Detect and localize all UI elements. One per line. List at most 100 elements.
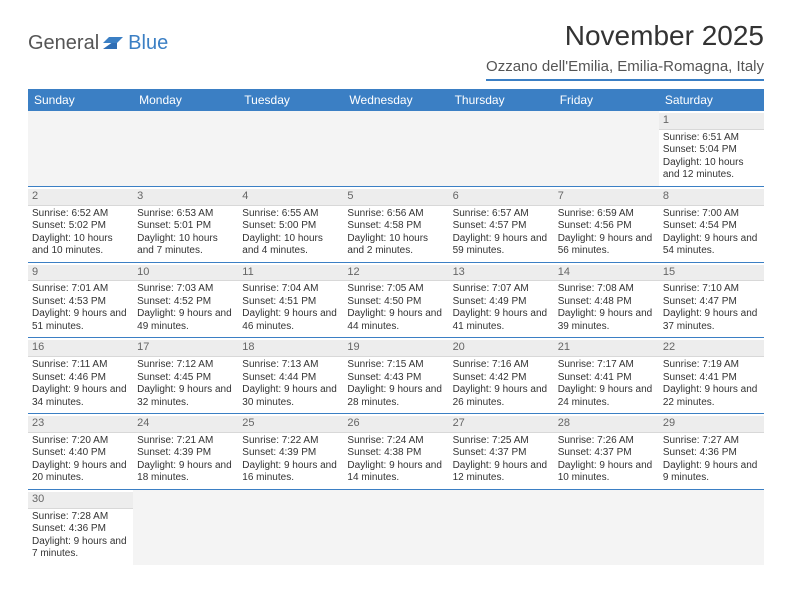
- day-daylight: Daylight: 9 hours and 37 minutes.: [663, 308, 760, 333]
- day-sunrise: Sunrise: 7:13 AM: [242, 359, 339, 372]
- day-sunset: Sunset: 4:39 PM: [242, 447, 339, 460]
- day-daylight: Daylight: 9 hours and 41 minutes.: [453, 308, 550, 333]
- day-daylight: Daylight: 9 hours and 24 minutes.: [558, 384, 655, 409]
- day-sunset: Sunset: 4:43 PM: [347, 372, 444, 385]
- day-cell-empty: [238, 111, 343, 186]
- day-number: 21: [554, 340, 659, 357]
- day-daylight: Daylight: 9 hours and 49 minutes.: [137, 308, 234, 333]
- day-cell: 4Sunrise: 6:55 AMSunset: 5:00 PMDaylight…: [238, 187, 343, 262]
- day-sunset: Sunset: 4:48 PM: [558, 296, 655, 309]
- day-daylight: Daylight: 9 hours and 54 minutes.: [663, 233, 760, 258]
- day-cell-empty: [238, 490, 343, 565]
- day-cell-empty: [659, 490, 764, 565]
- flag-icon: [103, 32, 125, 55]
- day-daylight: Daylight: 9 hours and 22 minutes.: [663, 384, 760, 409]
- day-number: 6: [449, 189, 554, 206]
- day-cell: 30Sunrise: 7:28 AMSunset: 4:36 PMDayligh…: [28, 490, 133, 565]
- location: Ozzano dell'Emilia, Emilia-Romagna, Ital…: [486, 58, 764, 81]
- day-sunset: Sunset: 4:57 PM: [453, 220, 550, 233]
- day-sunset: Sunset: 5:00 PM: [242, 220, 339, 233]
- day-sunrise: Sunrise: 7:21 AM: [137, 435, 234, 448]
- day-daylight: Daylight: 10 hours and 12 minutes.: [663, 157, 760, 182]
- day-sunset: Sunset: 4:46 PM: [32, 372, 129, 385]
- weekday-saturday: Saturday: [659, 89, 764, 111]
- weekday-thursday: Thursday: [449, 89, 554, 111]
- day-number: 17: [133, 340, 238, 357]
- day-daylight: Daylight: 9 hours and 32 minutes.: [137, 384, 234, 409]
- day-cell: 26Sunrise: 7:24 AMSunset: 4:38 PMDayligh…: [343, 414, 448, 489]
- weekday-header-row: SundayMondayTuesdayWednesdayThursdayFrid…: [28, 89, 764, 111]
- day-daylight: Daylight: 9 hours and 51 minutes.: [32, 308, 129, 333]
- day-cell-empty: [554, 490, 659, 565]
- day-sunrise: Sunrise: 6:51 AM: [663, 132, 760, 145]
- day-cell: 9Sunrise: 7:01 AMSunset: 4:53 PMDaylight…: [28, 263, 133, 338]
- day-sunrise: Sunrise: 7:08 AM: [558, 283, 655, 296]
- day-cell: 21Sunrise: 7:17 AMSunset: 4:41 PMDayligh…: [554, 338, 659, 413]
- header: General Blue November 2025 Ozzano dell'E…: [28, 20, 764, 81]
- day-number: 25: [238, 416, 343, 433]
- day-cell: 3Sunrise: 6:53 AMSunset: 5:01 PMDaylight…: [133, 187, 238, 262]
- day-cell: 20Sunrise: 7:16 AMSunset: 4:42 PMDayligh…: [449, 338, 554, 413]
- day-number: 2: [28, 189, 133, 206]
- day-daylight: Daylight: 10 hours and 10 minutes.: [32, 233, 129, 258]
- day-number: 10: [133, 265, 238, 282]
- day-daylight: Daylight: 9 hours and 44 minutes.: [347, 308, 444, 333]
- day-sunset: Sunset: 4:52 PM: [137, 296, 234, 309]
- day-sunrise: Sunrise: 7:26 AM: [558, 435, 655, 448]
- day-number: 1: [659, 113, 764, 130]
- day-daylight: Daylight: 9 hours and 30 minutes.: [242, 384, 339, 409]
- week-row: 16Sunrise: 7:11 AMSunset: 4:46 PMDayligh…: [28, 338, 764, 414]
- day-sunrise: Sunrise: 7:28 AM: [32, 511, 129, 524]
- day-cell: 15Sunrise: 7:10 AMSunset: 4:47 PMDayligh…: [659, 263, 764, 338]
- day-daylight: Daylight: 9 hours and 56 minutes.: [558, 233, 655, 258]
- day-sunrise: Sunrise: 7:05 AM: [347, 283, 444, 296]
- day-sunrise: Sunrise: 7:15 AM: [347, 359, 444, 372]
- day-cell: 6 Sunrise: 6:57 AMSunset: 4:57 PMDaylight…: [449, 187, 554, 262]
- calendar: SundayMondayTuesdayWednesdayThursdayFrid…: [28, 89, 764, 565]
- day-cell: 11Sunrise: 7:04 AMSunset: 4:51 PMDayligh…: [238, 263, 343, 338]
- day-sunset: Sunset: 4:51 PM: [242, 296, 339, 309]
- day-sunrise: Sunrise: 7:04 AM: [242, 283, 339, 296]
- day-daylight: Daylight: 10 hours and 4 minutes.: [242, 233, 339, 258]
- day-daylight: Daylight: 9 hours and 10 minutes.: [558, 460, 655, 485]
- day-daylight: Daylight: 9 hours and 39 minutes.: [558, 308, 655, 333]
- day-daylight: Daylight: 10 hours and 2 minutes.: [347, 233, 444, 258]
- day-number: 4: [238, 189, 343, 206]
- day-sunrise: Sunrise: 7:20 AM: [32, 435, 129, 448]
- day-number: 30: [28, 492, 133, 509]
- day-sunset: Sunset: 4:40 PM: [32, 447, 129, 460]
- day-daylight: Daylight: 9 hours and 34 minutes.: [32, 384, 129, 409]
- day-cell-empty: [449, 490, 554, 565]
- day-sunrise: Sunrise: 7:12 AM: [137, 359, 234, 372]
- day-number: 23: [28, 416, 133, 433]
- day-number: 11: [238, 265, 343, 282]
- day-sunset: Sunset: 4:41 PM: [663, 372, 760, 385]
- day-cell: 27Sunrise: 7:25 AMSunset: 4:37 PMDayligh…: [449, 414, 554, 489]
- day-sunset: Sunset: 4:44 PM: [242, 372, 339, 385]
- day-cell-empty: [343, 111, 448, 186]
- day-number: 7: [554, 189, 659, 206]
- weekday-monday: Monday: [133, 89, 238, 111]
- day-cell-empty: [133, 490, 238, 565]
- day-daylight: Daylight: 9 hours and 9 minutes.: [663, 460, 760, 485]
- day-number: 3: [133, 189, 238, 206]
- day-cell-empty: [133, 111, 238, 186]
- day-daylight: Daylight: 9 hours and 59 minutes.: [453, 233, 550, 258]
- day-cell: 5Sunrise: 6:56 AMSunset: 4:58 PMDaylight…: [343, 187, 448, 262]
- day-sunset: Sunset: 4:39 PM: [137, 447, 234, 460]
- day-sunrise: Sunrise: 6:59 AM: [558, 208, 655, 221]
- day-cell: 16Sunrise: 7:11 AMSunset: 4:46 PMDayligh…: [28, 338, 133, 413]
- month-title: November 2025: [486, 20, 764, 52]
- day-sunset: Sunset: 4:37 PM: [558, 447, 655, 460]
- day-cell: 24Sunrise: 7:21 AMSunset: 4:39 PMDayligh…: [133, 414, 238, 489]
- day-sunset: Sunset: 4:47 PM: [663, 296, 760, 309]
- day-cell: 22 Sunrise: 7:19 AMSunset: 4:41 PMDayligh…: [659, 338, 764, 413]
- day-cell: 2Sunrise: 6:52 AMSunset: 5:02 PMDaylight…: [28, 187, 133, 262]
- day-number: 26: [343, 416, 448, 433]
- day-cell: 14Sunrise: 7:08 AMSunset: 4:48 PMDayligh…: [554, 263, 659, 338]
- week-row: 23 Sunrise: 7:20 AMSunset: 4:40 PM Dayligh…: [28, 414, 764, 490]
- day-number: 22: [659, 340, 764, 357]
- day-sunrise: Sunrise: 6:57 AM: [453, 208, 550, 221]
- day-number: 27: [449, 416, 554, 433]
- day-sunrise: Sunrise: 7:19 AM: [663, 359, 760, 372]
